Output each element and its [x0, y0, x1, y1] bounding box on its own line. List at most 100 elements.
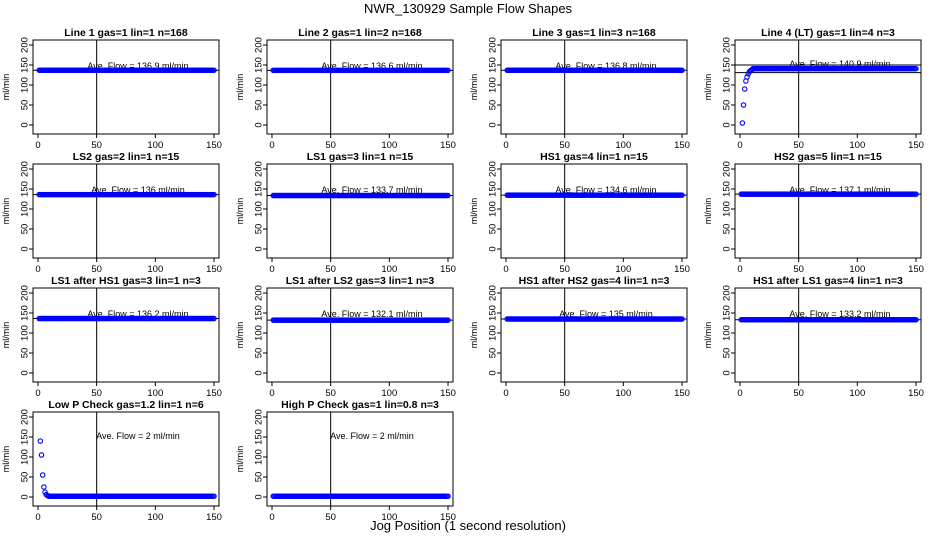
y-tick-label: 100: [254, 325, 265, 341]
y-axis-label: ml/min: [703, 322, 713, 349]
y-tick-label: 200: [20, 37, 31, 53]
panel-title: HS1 after LS1 gas=4 lin=1 n=3: [753, 275, 903, 287]
x-tick-label: 100: [381, 388, 397, 399]
y-tick-label: 150: [254, 429, 265, 445]
y-tick-label: 0: [488, 370, 499, 375]
average-flow-annotation: Ave. Flow = 137.1 ml/min: [789, 185, 890, 195]
average-flow-annotation: Ave. Flow = 140.9 ml/min: [789, 59, 890, 69]
x-tick-label: 100: [615, 388, 631, 399]
data-point: [445, 192, 451, 199]
x-tick-label: 0: [269, 388, 274, 399]
data-points: [36, 67, 217, 73]
x-tick-label: 100: [849, 264, 865, 275]
average-flow-annotation: Ave. Flow = 136.9 ml/min: [87, 61, 188, 71]
y-tick-label: 50: [254, 224, 265, 235]
y-tick-label: 150: [722, 181, 733, 197]
x-tick-label: 150: [440, 264, 456, 275]
y-tick-label: 150: [254, 57, 265, 73]
y-tick-label: 150: [20, 181, 31, 197]
y-tick-label: 0: [20, 370, 31, 375]
y-tick-label: 50: [20, 100, 31, 111]
x-tick-label: 0: [503, 140, 508, 151]
x-tick-label: 50: [325, 264, 336, 275]
x-tick-label: 100: [615, 264, 631, 275]
data-point: [38, 452, 45, 458]
x-tick-label: 50: [559, 140, 570, 151]
x-tick-label: 150: [206, 140, 222, 151]
panel-2: Line 2 gas=1 lin=2 n=168 0 50 100 150 0 50 100 1…: [235, 27, 456, 151]
data-point: [913, 191, 919, 197]
x-tick-label: 0: [503, 264, 508, 275]
y-tick-label: 50: [722, 100, 733, 111]
y-tick-label: 150: [20, 57, 31, 73]
y-tick-label: 50: [488, 100, 499, 111]
y-tick-label: 50: [488, 224, 499, 235]
panel-11: HS1 after HS2 gas=4 lin=1 n=3 0 50 100 150 0 5…: [469, 275, 690, 399]
y-axis-label: ml/min: [1, 198, 11, 225]
data-point: [211, 191, 217, 198]
data-point: [211, 67, 217, 73]
data-point: [679, 192, 685, 198]
average-flow-annotation: Ave. Flow = 2 ml/min: [330, 431, 414, 441]
data-points: [270, 192, 451, 199]
x-tick-label: 0: [737, 140, 742, 151]
x-tick-label: 50: [559, 388, 570, 399]
data-point: [744, 74, 750, 80]
data-point: [740, 102, 747, 108]
plot-frame: [32, 39, 220, 135]
data-point: [739, 120, 746, 126]
x-tick-label: 0: [35, 264, 40, 275]
y-tick-label: 100: [254, 449, 265, 465]
x-tick-label: 100: [381, 140, 397, 151]
figure-x-axis-label: Jog Position (1 second resolution): [370, 518, 566, 533]
y-tick-label: 50: [20, 348, 31, 359]
x-tick-label: 50: [91, 388, 102, 399]
data-point: [39, 472, 46, 478]
x-tick-label: 100: [849, 388, 865, 399]
y-tick-label: 50: [254, 100, 265, 111]
average-flow-annotation: Ave. Flow = 136.8 ml/min: [555, 61, 656, 71]
data-point: [445, 493, 451, 499]
x-tick-label: 150: [908, 388, 924, 399]
plot-frame: [500, 287, 688, 383]
data-point: [679, 316, 685, 322]
average-flow-annotation: Ave. Flow = 136 ml/min: [91, 185, 185, 195]
y-tick-label: 100: [722, 201, 733, 217]
x-tick-label: 150: [674, 388, 690, 399]
y-tick-label: 150: [254, 181, 265, 197]
y-axis-label: ml/min: [469, 322, 479, 349]
y-axis-label: ml/min: [469, 74, 479, 101]
y-tick-label: 200: [722, 37, 733, 53]
panel-13: Low P Check gas=1.2 lin=1 n=6 0 50 100 150 0 5…: [1, 399, 222, 523]
x-tick-label: 150: [908, 140, 924, 151]
y-tick-label: 150: [488, 57, 499, 73]
data-points: [270, 317, 451, 323]
average-flow-annotation: Ave. Flow = 133.2 ml/min: [789, 309, 890, 319]
data-points: [504, 192, 685, 198]
panel-10: LS1 after LS2 gas=3 lin=1 n=3 0 50 100 150 0 5…: [235, 275, 456, 399]
data-point: [741, 86, 748, 92]
average-flow-annotation: Ave. Flow = 2 ml/min: [96, 431, 180, 441]
data-points: [504, 67, 685, 74]
y-tick-label: 200: [254, 37, 265, 53]
y-tick-label: 150: [488, 181, 499, 197]
y-tick-label: 0: [722, 246, 733, 251]
x-tick-label: 50: [793, 264, 804, 275]
panel-title: HS2 gas=5 lin=1 n=15: [774, 151, 882, 163]
y-tick-label: 0: [20, 494, 31, 499]
x-tick-label: 100: [849, 140, 865, 151]
y-tick-label: 100: [20, 325, 31, 341]
y-tick-label: 50: [722, 348, 733, 359]
x-tick-label: 100: [147, 140, 163, 151]
panel-title: Low P Check gas=1.2 lin=1 n=6: [48, 399, 203, 411]
panel-8: HS2 gas=5 lin=1 n=15 0 50 100 150 0 50 100 150 20…: [703, 151, 924, 275]
x-tick-label: 100: [615, 140, 631, 151]
average-flow-annotation: Ave. Flow = 135 ml/min: [559, 309, 653, 319]
average-flow-annotation: Ave. Flow = 133.7 ml/min: [321, 185, 422, 195]
x-tick-label: 50: [91, 264, 102, 275]
panel-title: Line 4 (LT) gas=1 lin=4 n=3: [761, 27, 895, 39]
plot-frame: [500, 163, 688, 259]
y-tick-label: 100: [254, 77, 265, 93]
panel-title: LS1 after LS2 gas=3 lin=1 n=3: [286, 275, 435, 287]
y-tick-label: 150: [254, 305, 265, 321]
